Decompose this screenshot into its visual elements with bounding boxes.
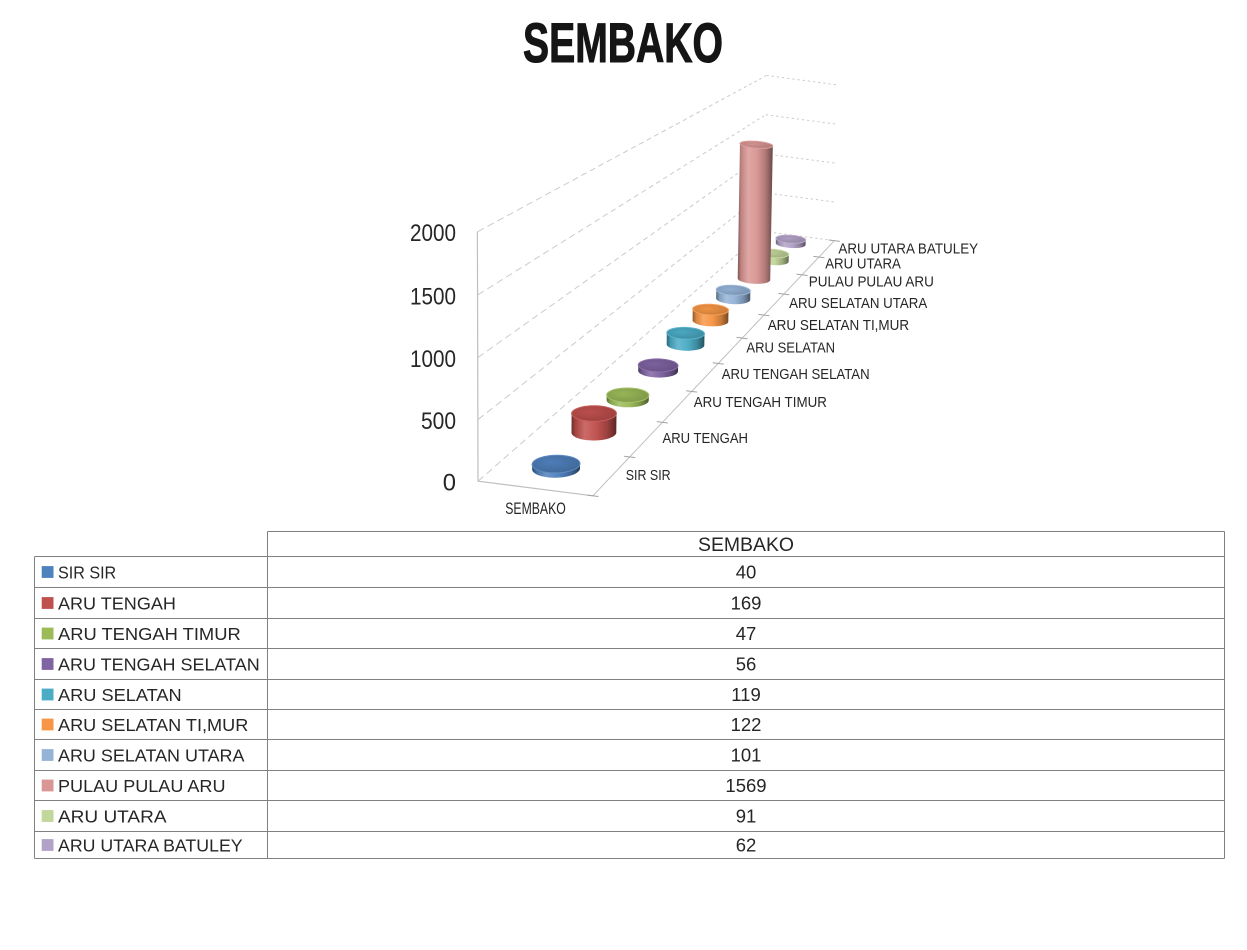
svg-text:119: 119 bbox=[731, 684, 761, 705]
svg-text:1569: 1569 bbox=[725, 775, 766, 796]
svg-text:ARU SELATAN: ARU SELATAN bbox=[746, 340, 835, 356]
svg-text:SEMBAKO: SEMBAKO bbox=[698, 535, 794, 556]
svg-text:ARU UTARA: ARU UTARA bbox=[825, 257, 901, 273]
svg-text:2000: 2000 bbox=[410, 220, 456, 247]
svg-text:ARU UTARA BATULEY: ARU UTARA BATULEY bbox=[58, 835, 243, 855]
svg-text:ARU TENGAH: ARU TENGAH bbox=[663, 431, 749, 447]
svg-text:1000: 1000 bbox=[410, 346, 456, 373]
svg-text:PULAU PULAU ARU: PULAU PULAU ARU bbox=[58, 776, 226, 796]
svg-text:ARU SELATAN UTARA: ARU SELATAN UTARA bbox=[58, 745, 245, 765]
svg-text:1500: 1500 bbox=[410, 283, 456, 310]
svg-text:SEMBAKO: SEMBAKO bbox=[523, 11, 723, 74]
svg-text:SIR SIR: SIR SIR bbox=[58, 562, 116, 582]
svg-text:47: 47 bbox=[736, 623, 757, 644]
svg-text:ARU TENGAH SELATAN: ARU TENGAH SELATAN bbox=[58, 654, 260, 674]
svg-text:62: 62 bbox=[736, 835, 757, 856]
svg-text:122: 122 bbox=[731, 714, 762, 735]
svg-text:56: 56 bbox=[736, 654, 757, 675]
svg-text:101: 101 bbox=[731, 745, 762, 766]
svg-text:ARU SELATAN: ARU SELATAN bbox=[58, 685, 182, 705]
svg-text:ARU TENGAH TIMUR: ARU TENGAH TIMUR bbox=[694, 395, 827, 411]
svg-text:0: 0 bbox=[443, 469, 456, 496]
svg-text:ARU SELATAN TI,MUR: ARU SELATAN TI,MUR bbox=[58, 715, 248, 735]
svg-text:ARU TENGAH SELATAN: ARU TENGAH SELATAN bbox=[722, 367, 870, 383]
svg-text:ARU SELATAN TI,MUR: ARU SELATAN TI,MUR bbox=[768, 318, 909, 334]
svg-text:ARU SELATAN UTARA: ARU SELATAN UTARA bbox=[789, 296, 927, 312]
svg-text:91: 91 bbox=[736, 806, 757, 827]
svg-text:ARU TENGAH TIMUR: ARU TENGAH TIMUR bbox=[58, 624, 241, 644]
svg-text:ARU UTARA BATULEY: ARU UTARA BATULEY bbox=[838, 242, 978, 258]
svg-text:169: 169 bbox=[731, 593, 762, 614]
svg-text:ARU UTARA: ARU UTARA bbox=[58, 806, 167, 826]
svg-text:40: 40 bbox=[736, 562, 757, 583]
svg-text:500: 500 bbox=[421, 408, 456, 435]
svg-text:PULAU PULAU ARU: PULAU PULAU ARU bbox=[809, 275, 934, 291]
svg-text:SEMBAKO: SEMBAKO bbox=[505, 499, 566, 518]
svg-text:SIR SIR: SIR SIR bbox=[626, 468, 671, 484]
svg-text:ARU TENGAH: ARU TENGAH bbox=[58, 593, 176, 613]
